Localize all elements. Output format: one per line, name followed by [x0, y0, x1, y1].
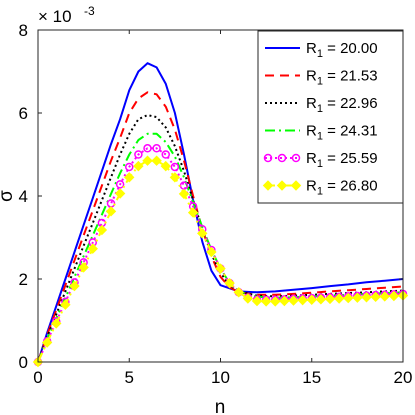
series-line-1 — [37, 91, 404, 363]
y-tick-label-1: 2 — [19, 270, 28, 289]
series-5-point-38 — [379, 291, 390, 302]
series-4-point-13 — [152, 144, 161, 153]
x-tick-label-0: 0 — [33, 368, 42, 387]
series-5-point-19 — [206, 246, 217, 258]
x-tick-label-2: 10 — [211, 368, 230, 387]
series-5-point-25 — [260, 296, 272, 307]
series-5-point-16 — [178, 188, 190, 200]
legend-label-2: R1 = 22.96 — [306, 95, 378, 115]
x-tick-label-3: 15 — [302, 368, 321, 387]
series-5-point-3 — [60, 299, 71, 310]
series-5-point-17 — [187, 207, 199, 218]
series-5-point-34 — [343, 292, 354, 304]
x-tick-label-1: 5 — [125, 368, 134, 387]
series-5-point-36 — [361, 292, 372, 303]
legend-label-5: R1 = 26.80 — [306, 178, 378, 198]
series-5-point-2 — [51, 318, 62, 329]
series-5-point-6 — [87, 243, 98, 254]
y-tick-label-2: 4 — [19, 187, 28, 206]
x-axis-label: n — [215, 397, 226, 415]
series-5-point-30 — [306, 294, 317, 305]
series-4-point-12 — [143, 144, 152, 153]
series-line-0 — [37, 62, 404, 363]
x-tick-label-4: 20 — [394, 368, 413, 387]
legend-marker-5-2 — [290, 180, 302, 191]
y-axis-label: σ — [0, 190, 17, 202]
series-4-point-10 — [125, 162, 134, 172]
legend-box — [257, 30, 404, 204]
legend-marker-4-2 — [291, 153, 301, 163]
series-5-point-31 — [315, 294, 327, 305]
series-5-point-13 — [151, 155, 162, 166]
legend-label-0: R1 = 20.00 — [306, 40, 378, 60]
series-5-point-26 — [270, 296, 281, 307]
series-5-point-32 — [324, 293, 336, 305]
series-5-point-8 — [105, 206, 117, 217]
series-5-point-22 — [233, 287, 244, 298]
y-multiplier-base: × 10 — [38, 7, 72, 26]
legend-marker-4-0 — [263, 153, 273, 163]
series-5-point-14 — [160, 160, 171, 172]
series-5-point-1 — [41, 337, 53, 348]
legend-marker-5-0 — [262, 180, 274, 191]
series-5-point-5 — [78, 262, 89, 273]
series-5-point-21 — [224, 277, 235, 289]
series-4-point-14 — [161, 150, 170, 159]
series-4-point-15 — [170, 162, 180, 172]
series-5-point-35 — [352, 292, 363, 303]
series-4-point-11 — [134, 150, 143, 159]
legend-label-3: R1 = 24.31 — [306, 123, 378, 143]
series-5-point-33 — [333, 293, 345, 304]
series-5-point-18 — [197, 228, 208, 239]
series-5-point-12 — [142, 155, 153, 166]
series-5-point-23 — [242, 293, 254, 304]
legend-marker-4-1 — [277, 153, 287, 163]
series-5-point-4 — [69, 280, 80, 292]
series-4-point-9 — [115, 180, 125, 189]
series-5-point-37 — [370, 291, 381, 303]
series-5-point-7 — [96, 224, 108, 236]
y-tick-label-0: 0 — [19, 353, 28, 372]
axis-ticks: 0 5 10 15 20 0 2 4 6 8 — [19, 21, 413, 387]
series-1 — [37, 91, 404, 363]
legend-marker-5-1 — [276, 180, 288, 191]
series-5-point-29 — [297, 294, 308, 306]
series-5-point-15 — [169, 172, 181, 183]
series-2 — [37, 114, 404, 363]
series-5-point-9 — [114, 188, 126, 199]
series-5-point-27 — [279, 295, 290, 307]
series-line-2 — [37, 114, 404, 363]
series-0 — [37, 62, 404, 363]
y-multiplier-exponent: -3 — [84, 4, 95, 18]
legend: R1 = 20.00 R1 = 21.53 R1 = 22.96 R1 = 24.31… — [257, 30, 404, 204]
series-layer — [32, 62, 409, 368]
series-5-point-11 — [133, 160, 144, 172]
legend-label-1: R1 = 21.53 — [306, 68, 378, 88]
series-5 — [32, 155, 409, 368]
series-5-point-39 — [388, 290, 400, 302]
y-tick-label-3: 6 — [19, 104, 28, 123]
legend-label-4: R1 = 25.59 — [306, 150, 378, 170]
series-5-point-28 — [288, 295, 299, 306]
y-tick-label-4: 8 — [19, 21, 28, 40]
series-5-point-24 — [251, 295, 263, 307]
series-5-point-10 — [124, 172, 135, 183]
series-5-point-20 — [215, 263, 226, 274]
